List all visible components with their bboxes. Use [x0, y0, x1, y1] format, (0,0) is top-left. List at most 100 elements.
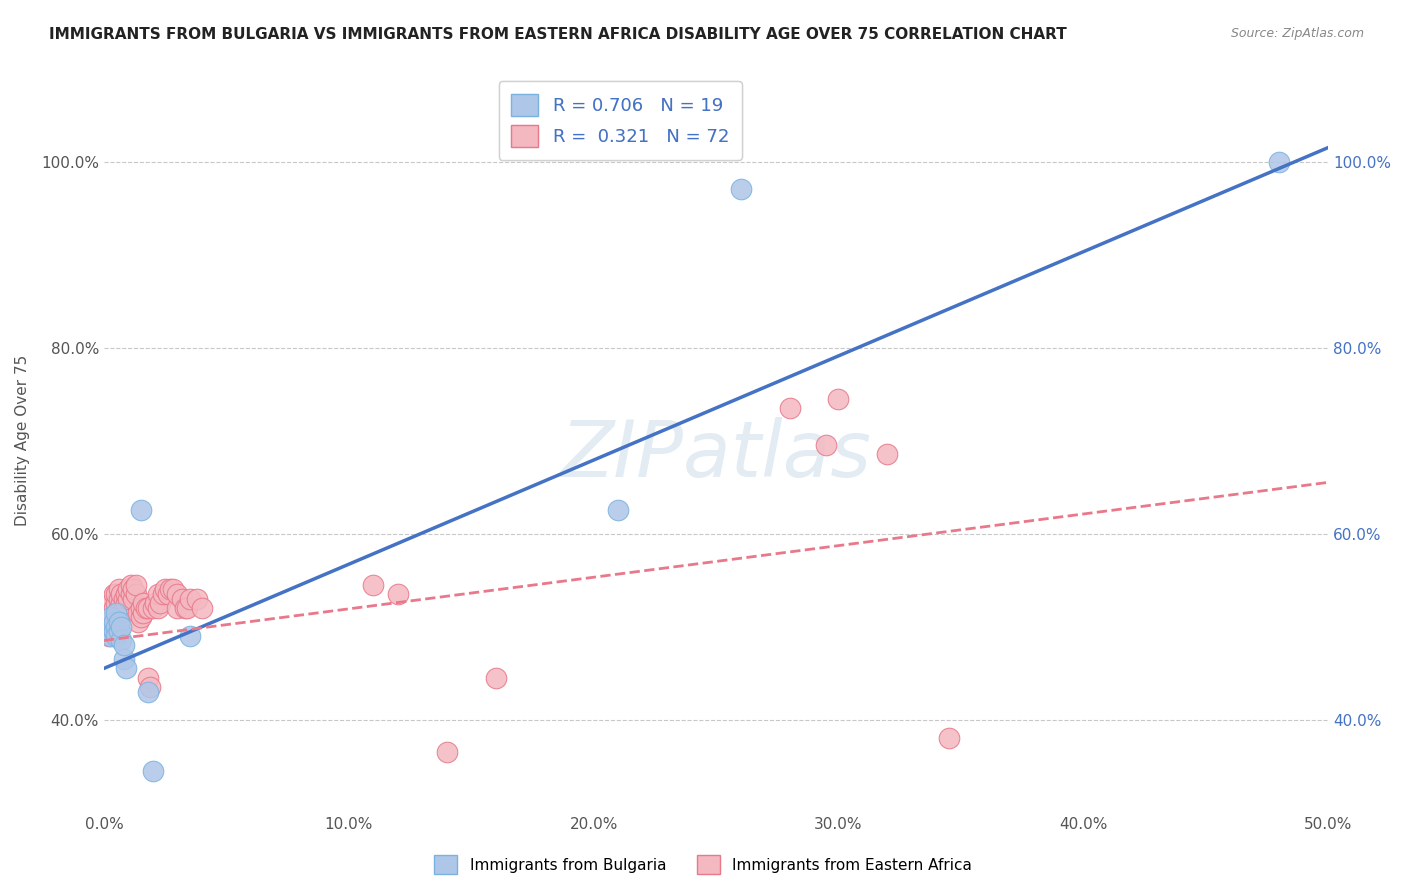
Point: [115, 587, 138, 601]
Point: [607, 503, 630, 517]
Point: [105, 606, 128, 620]
Point: [361, 577, 384, 591]
Point: [125, 587, 148, 601]
Point: [97, 624, 120, 639]
Point: [122, 591, 145, 606]
Point: [186, 591, 208, 606]
Point: [117, 591, 139, 606]
Point: [730, 182, 752, 196]
Point: [103, 615, 125, 629]
Point: [166, 587, 188, 601]
Point: [129, 601, 152, 615]
Point: [142, 601, 165, 615]
Point: [110, 596, 132, 610]
Point: [112, 638, 135, 652]
Point: [179, 629, 201, 643]
Point: [100, 596, 122, 610]
Point: [436, 745, 458, 759]
Text: Source: ZipAtlas.com: Source: ZipAtlas.com: [1230, 27, 1364, 40]
Point: [110, 606, 132, 620]
Point: [779, 401, 801, 415]
Point: [153, 582, 176, 597]
Point: [107, 601, 129, 615]
Point: [107, 624, 129, 639]
Point: [938, 731, 960, 746]
Point: [100, 619, 122, 633]
Point: [149, 596, 172, 610]
Point: [166, 601, 188, 615]
Point: [105, 619, 128, 633]
Point: [146, 601, 169, 615]
Point: [115, 661, 138, 675]
Point: [105, 615, 128, 629]
Point: [191, 601, 214, 615]
Point: [117, 582, 139, 597]
Y-axis label: Disability Age Over 75: Disability Age Over 75: [15, 355, 30, 526]
Point: [97, 629, 120, 643]
Point: [97, 615, 120, 629]
Point: [107, 610, 129, 624]
Text: ZIPatlas: ZIPatlas: [561, 417, 872, 493]
Point: [112, 591, 135, 606]
Point: [103, 624, 125, 639]
Text: IMMIGRANTS FROM BULGARIA VS IMMIGRANTS FROM EASTERN AFRICA DISABILITY AGE OVER 7: IMMIGRANTS FROM BULGARIA VS IMMIGRANTS F…: [49, 27, 1067, 42]
Point: [127, 606, 149, 620]
Point: [103, 619, 125, 633]
Point: [172, 591, 194, 606]
Point: [110, 587, 132, 601]
Point: [142, 764, 165, 778]
Point: [136, 684, 159, 698]
Point: [1268, 154, 1291, 169]
Point: [139, 680, 162, 694]
Point: [132, 596, 155, 610]
Point: [103, 610, 125, 624]
Point: [132, 606, 155, 620]
Point: [112, 601, 135, 615]
Point: [105, 587, 128, 601]
Point: [103, 601, 125, 615]
Point: [387, 587, 409, 601]
Point: [129, 503, 152, 517]
Point: [112, 652, 135, 666]
Point: [179, 591, 201, 606]
Point: [135, 601, 157, 615]
Point: [105, 629, 128, 643]
Point: [120, 577, 142, 591]
Point: [176, 601, 198, 615]
Point: [125, 577, 148, 591]
Point: [159, 582, 181, 597]
Point: [120, 587, 142, 601]
Point: [107, 591, 129, 606]
Point: [97, 610, 120, 624]
Point: [100, 615, 122, 629]
Point: [96, 624, 118, 639]
Point: [107, 582, 129, 597]
Point: [105, 596, 128, 610]
Point: [100, 610, 122, 624]
Point: [162, 582, 184, 597]
Point: [146, 587, 169, 601]
Point: [145, 596, 167, 610]
Point: [110, 633, 132, 648]
Point: [827, 392, 849, 406]
Point: [156, 587, 179, 601]
Point: [107, 615, 129, 629]
Point: [100, 629, 122, 643]
Point: [122, 582, 145, 597]
Point: [100, 606, 122, 620]
Point: [152, 587, 174, 601]
Point: [103, 587, 125, 601]
Point: [100, 624, 122, 639]
Point: [485, 671, 508, 685]
Point: [96, 615, 118, 629]
Point: [127, 615, 149, 629]
Point: [815, 438, 838, 452]
Point: [129, 610, 152, 624]
Point: [136, 671, 159, 685]
Point: [105, 606, 128, 620]
Legend: R = 0.706   N = 19, R =  0.321   N = 72: R = 0.706 N = 19, R = 0.321 N = 72: [499, 81, 742, 160]
Point: [136, 601, 159, 615]
Point: [96, 619, 118, 633]
Point: [97, 619, 120, 633]
Point: [115, 596, 138, 610]
